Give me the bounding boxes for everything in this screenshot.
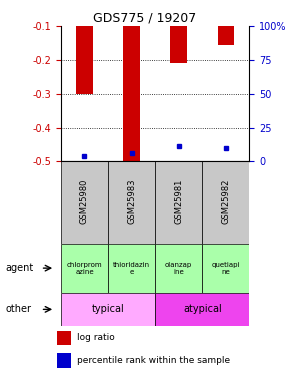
Text: percentile rank within the sample: percentile rank within the sample [77, 356, 230, 365]
Bar [218, 26, 234, 45]
Text: typical: typical [92, 304, 124, 314]
Bar [61, 161, 108, 244]
Bar [108, 161, 155, 244]
Text: chlorprom
azine: chlorprom azine [67, 262, 102, 274]
Text: GSM25982: GSM25982 [221, 178, 230, 224]
Text: agent: agent [6, 263, 34, 273]
Bar [108, 244, 155, 292]
Bar [57, 331, 71, 345]
Text: GSM25983: GSM25983 [127, 178, 136, 224]
Bar [155, 161, 202, 244]
Bar [61, 292, 155, 326]
Text: GSM25981: GSM25981 [174, 178, 183, 224]
Bar [155, 244, 202, 292]
Text: quetiapi
ne: quetiapi ne [212, 262, 240, 274]
Bar [123, 26, 140, 160]
Text: atypical: atypical [183, 304, 222, 314]
Bar [61, 244, 108, 292]
Text: GDS775 / 19207: GDS775 / 19207 [93, 11, 197, 24]
Bar [171, 26, 187, 63]
Text: olanzap
ine: olanzap ine [165, 262, 192, 274]
Bar [155, 292, 249, 326]
Text: GSM25980: GSM25980 [80, 178, 89, 224]
Bar [76, 26, 93, 94]
Text: thioridazin
e: thioridazin e [113, 262, 150, 274]
Bar [202, 161, 249, 244]
Text: log ratio: log ratio [77, 333, 115, 342]
Text: other: other [6, 304, 32, 314]
Bar [202, 244, 249, 292]
Bar [57, 353, 71, 368]
